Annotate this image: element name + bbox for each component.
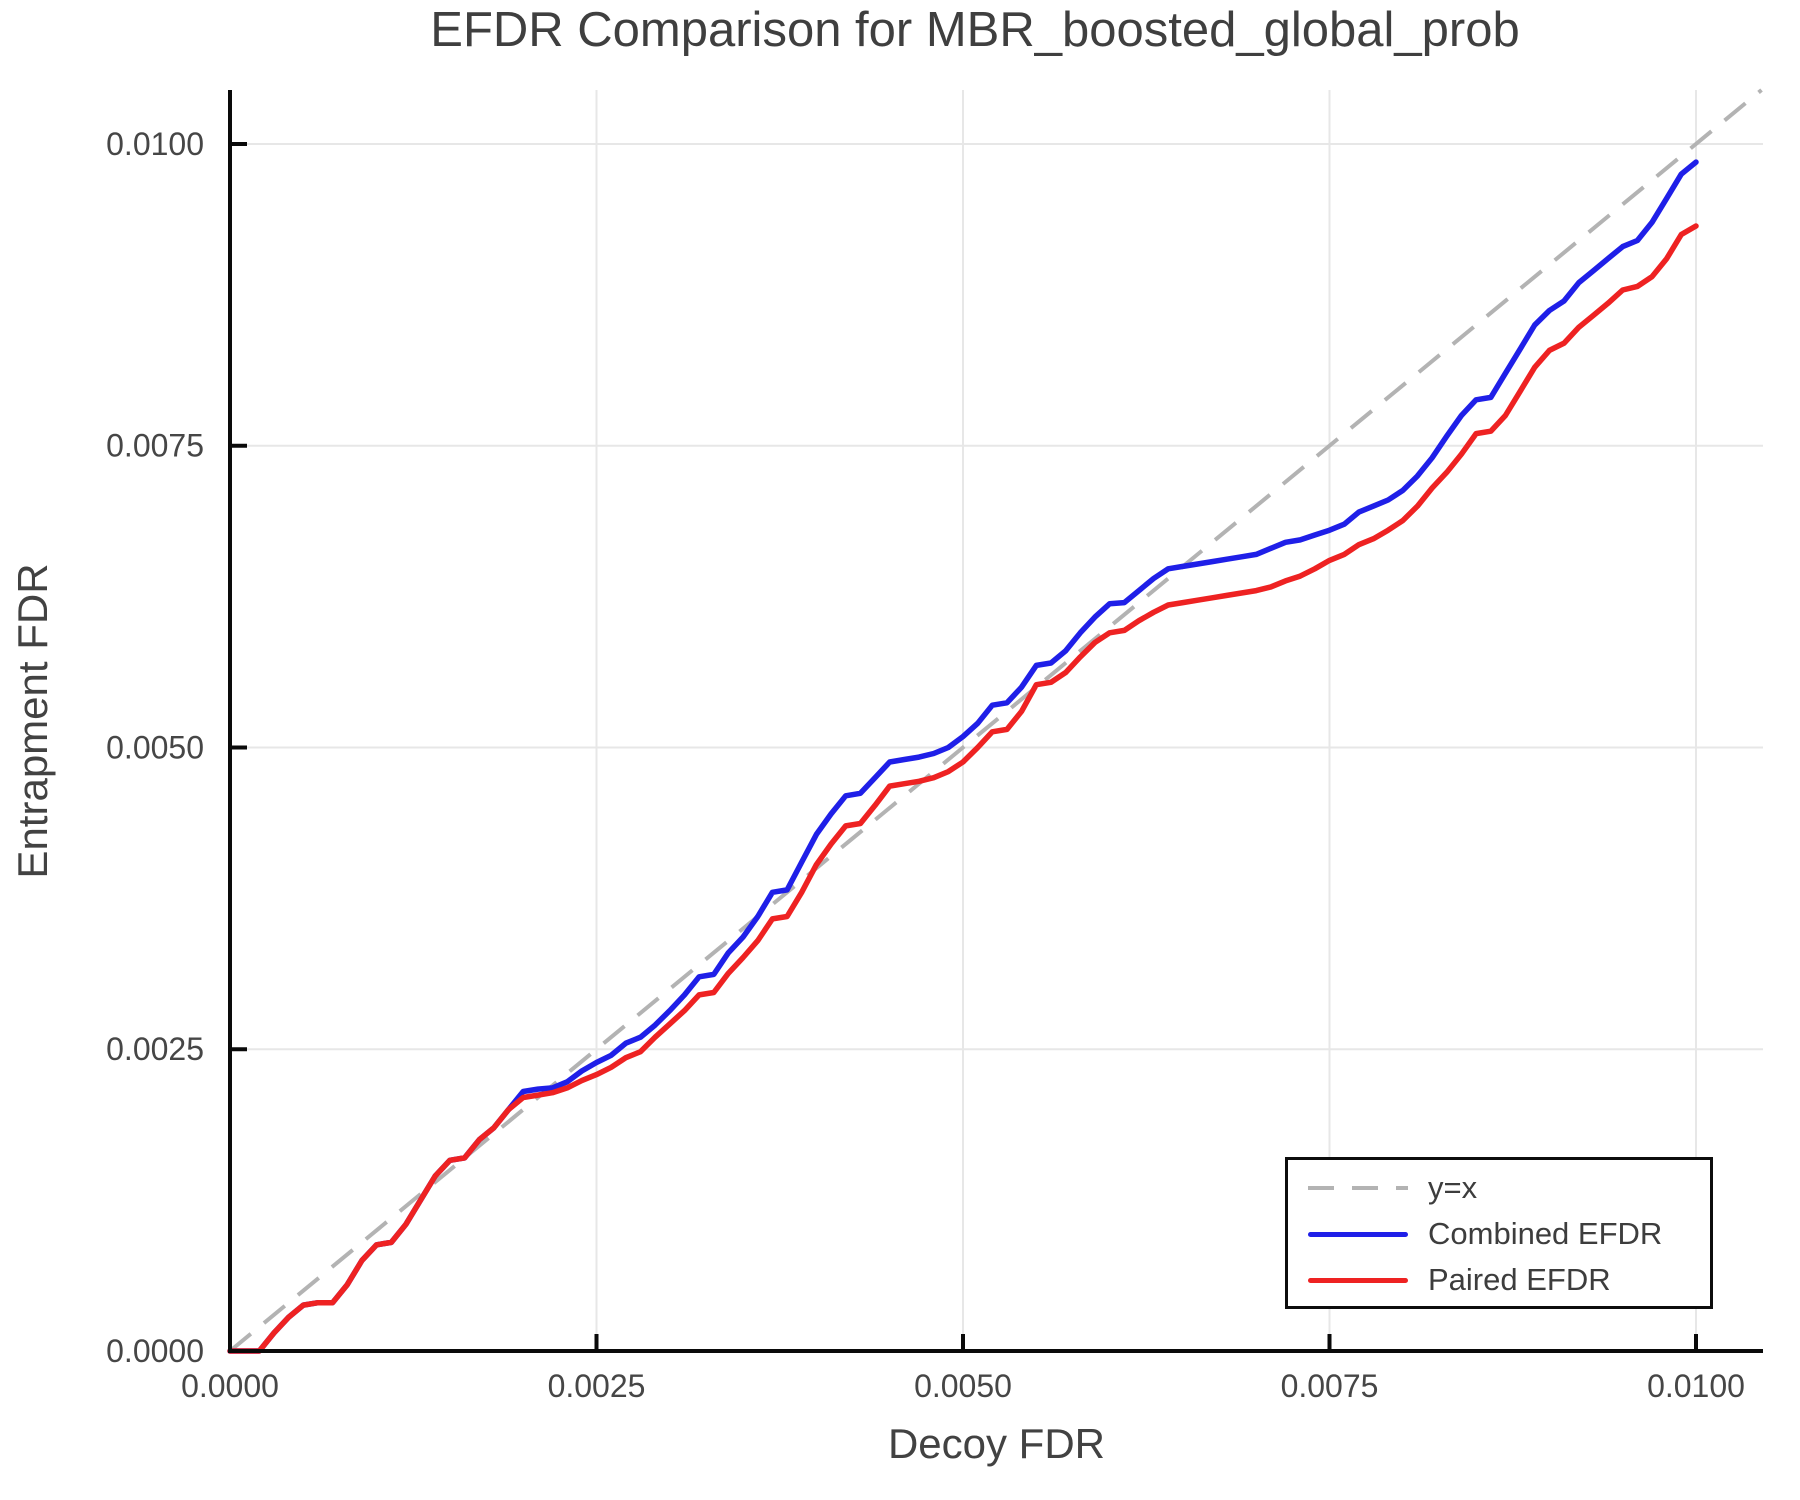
dashed-line-sample (1308, 1186, 1408, 1190)
legend-label: y=x (1428, 1170, 1478, 1205)
legend-item-combined-efdr: Combined EFDR (1288, 1211, 1710, 1257)
y-tick-label: 0.0000 (106, 1333, 204, 1369)
y-tick-label: 0.0075 (106, 428, 204, 464)
x-tick-label: 0.0100 (1647, 1368, 1745, 1404)
x-axis-label: Decoy FDR (887, 1420, 1106, 1467)
legend-item-paired-efdr: Paired EFDR (1288, 1257, 1710, 1303)
legend-label: Paired EFDR (1428, 1262, 1611, 1297)
blue-line-sample (1308, 1231, 1408, 1237)
y-axis-label: Entrapment FDR (9, 563, 56, 879)
legend-label: Combined EFDR (1428, 1216, 1663, 1251)
chart-title: EFDR Comparison for MBR_boosted_global_p… (430, 3, 1520, 57)
y-tick-label: 0.0100 (106, 126, 204, 162)
legend-item-identity: y=x (1288, 1165, 1710, 1211)
identity-line (228, 88, 1763, 1353)
x-tick-label: 0.0050 (914, 1368, 1012, 1404)
legend: y=x Combined EFDR Paired EFDR (1285, 1157, 1713, 1309)
x-tick-label: 0.0025 (548, 1368, 646, 1404)
x-tick-label: 0.0000 (181, 1368, 279, 1404)
y-tick-label: 0.0050 (106, 729, 204, 765)
x-tick-label: 0.0075 (1281, 1368, 1379, 1404)
red-line-sample (1308, 1277, 1408, 1283)
curve-paired-efdr (227, 223, 1699, 1354)
y-tick-label: 0.0025 (106, 1031, 204, 1067)
